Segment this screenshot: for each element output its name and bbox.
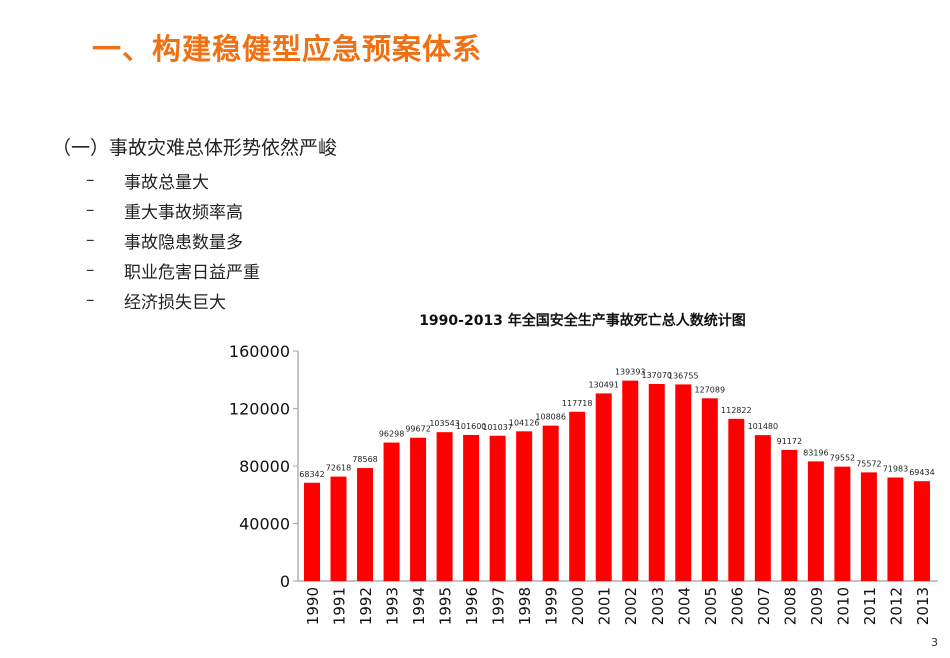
dash-bullet-icon: – <box>86 290 95 310</box>
data-label: 101600 <box>456 422 487 431</box>
bullet-text: 事故总量大 <box>124 172 209 193</box>
x-tick-label: 1999 <box>543 587 561 625</box>
bar-2004 <box>675 384 692 581</box>
page-number: 3 <box>931 636 938 649</box>
bar-1992 <box>357 468 374 581</box>
bar-1998 <box>516 431 533 581</box>
bar-1994 <box>410 437 427 581</box>
x-tick-label: 1993 <box>384 587 402 625</box>
data-label: 101037 <box>482 423 513 432</box>
bar-2006 <box>728 418 745 581</box>
bar-1995 <box>436 432 453 581</box>
data-label: 79552 <box>830 454 855 463</box>
bullet-text: 职业危害日益严重 <box>124 262 260 283</box>
bullet-text: 事故隐患数量多 <box>124 232 243 253</box>
x-tick-label: 1990 <box>304 587 322 625</box>
data-label: 96298 <box>379 430 404 439</box>
x-tick-label: 1998 <box>516 587 534 625</box>
slide-title: 一、构建稳健型应急预案体系 <box>92 32 483 66</box>
x-tick-label: 1995 <box>437 587 455 625</box>
bar-1996 <box>463 434 480 581</box>
data-label: 130491 <box>588 380 619 389</box>
bar-2003 <box>648 383 665 581</box>
x-tick-label: 1994 <box>410 587 428 625</box>
bar-2008 <box>781 449 798 581</box>
x-tick-label: 2005 <box>702 587 720 625</box>
x-tick-label: 2000 <box>569 587 587 625</box>
bar-2009 <box>807 461 824 581</box>
dash-bullet-icon: – <box>86 170 95 190</box>
x-tick-label: 2013 <box>914 587 932 625</box>
bar-1997 <box>489 435 506 581</box>
bar-2012 <box>887 477 904 581</box>
x-tick-label: 2012 <box>887 587 905 625</box>
y-tick-label: 120000 <box>229 400 290 419</box>
bullet-item: – 事故隐患数量多 <box>86 225 260 255</box>
x-tick-label: 2010 <box>834 587 852 625</box>
y-tick-label: 160000 <box>229 342 290 361</box>
x-tick-label: 1996 <box>463 587 481 625</box>
bar-1993 <box>383 442 400 581</box>
data-label: 112822 <box>721 406 752 415</box>
bar-2001 <box>595 393 612 581</box>
data-label: 117718 <box>562 399 593 408</box>
data-label: 103543 <box>429 419 460 428</box>
x-tick-label: 2008 <box>781 587 799 625</box>
data-label: 75572 <box>856 459 881 468</box>
dash-bullet-icon: – <box>86 230 95 250</box>
x-tick-label: 2011 <box>861 587 879 625</box>
data-label: 69434 <box>909 468 934 477</box>
bar-2013 <box>913 481 930 581</box>
x-tick-label: 2009 <box>808 587 826 625</box>
dash-bullet-icon: – <box>86 260 95 280</box>
data-label: 101480 <box>748 422 779 431</box>
x-tick-label: 2004 <box>675 587 693 625</box>
bullet-item: – 事故总量大 <box>86 165 260 195</box>
data-label: 72618 <box>326 464 351 473</box>
bar-2000 <box>569 411 586 581</box>
bar-2011 <box>860 472 877 581</box>
x-tick-label: 2001 <box>596 587 614 625</box>
bullet-item: – 职业危害日益严重 <box>86 255 260 285</box>
bar-1990 <box>304 482 320 581</box>
x-tick-label: 2002 <box>622 587 640 625</box>
x-tick-label: 1991 <box>331 587 349 625</box>
bullet-text: 经济损失巨大 <box>124 292 226 313</box>
data-label: 83196 <box>803 448 828 457</box>
y-tick-label: 0 <box>280 572 290 591</box>
x-tick-label: 2007 <box>755 587 773 625</box>
x-tick-label: 1997 <box>490 587 508 625</box>
bar-2002 <box>622 380 639 581</box>
y-tick-label: 40000 <box>239 515 290 534</box>
dash-bullet-icon: – <box>86 200 95 220</box>
data-label: 71983 <box>883 465 908 474</box>
bullet-item: – 重大事故频率高 <box>86 195 260 225</box>
bar-2005 <box>701 398 718 581</box>
data-label: 99672 <box>405 425 430 434</box>
bar-2007 <box>754 435 771 581</box>
x-tick-label: 2006 <box>728 587 746 625</box>
section-subheading: （一）事故灾难总体形势依然严峻 <box>52 137 338 159</box>
data-label: 136755 <box>668 371 699 380</box>
x-tick-label: 2003 <box>649 587 667 625</box>
bullet-text: 重大事故频率高 <box>124 202 243 223</box>
bullet-item: – 经济损失巨大 <box>86 285 260 315</box>
data-label: 68342 <box>299 470 324 479</box>
data-label: 108086 <box>535 413 566 422</box>
y-tick-label: 80000 <box>239 457 290 476</box>
data-label: 137070 <box>641 371 672 380</box>
data-label: 139393 <box>615 368 646 377</box>
data-label: 78568 <box>352 455 377 464</box>
bar-1999 <box>542 425 559 581</box>
data-label: 91172 <box>777 437 802 446</box>
bar-1991 <box>330 476 347 581</box>
data-label: 104126 <box>509 418 540 427</box>
x-tick-label: 1992 <box>357 587 375 625</box>
data-label: 127089 <box>695 385 726 394</box>
bar-2010 <box>834 466 851 581</box>
chart-title: 1990-2013 年全国安全生产事故死亡总人数统计图 <box>419 313 746 329</box>
bullet-list: – 事故总量大 – 重大事故频率高 – 事故隐患数量多 – 职业危害日益严重 – 经济损失巨大 <box>86 165 260 315</box>
